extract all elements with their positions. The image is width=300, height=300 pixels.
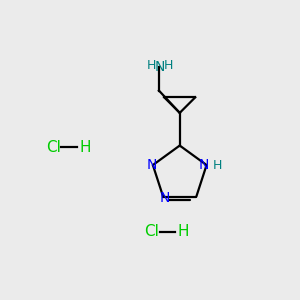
Text: N: N	[159, 191, 170, 205]
Text: N: N	[146, 158, 157, 172]
Text: H: H	[147, 59, 156, 72]
Text: H: H	[164, 59, 173, 72]
Text: Cl: Cl	[46, 140, 61, 154]
Text: H: H	[212, 159, 222, 172]
Text: Cl: Cl	[144, 224, 159, 239]
Text: H: H	[79, 140, 91, 154]
Text: N: N	[199, 158, 209, 172]
Text: H: H	[177, 224, 189, 239]
Text: N: N	[154, 60, 165, 74]
